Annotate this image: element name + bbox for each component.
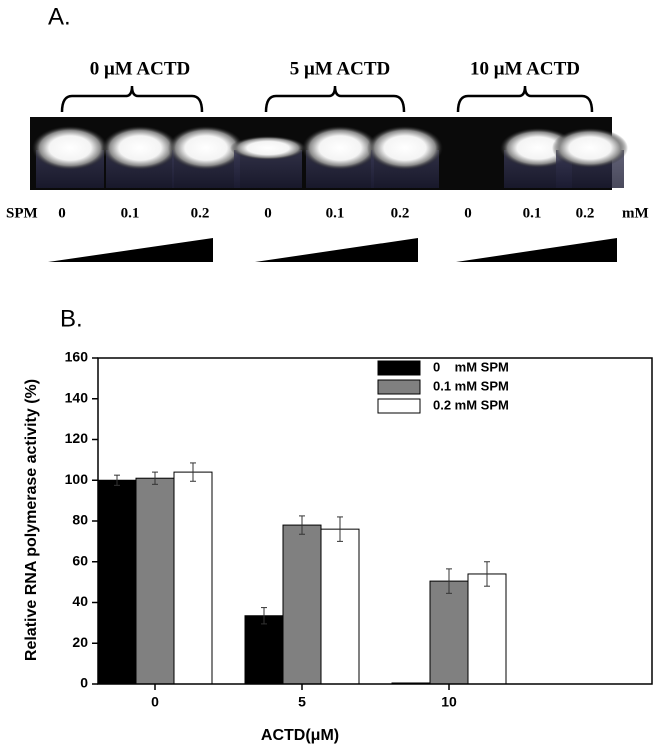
- lane-label: 0: [58, 205, 66, 221]
- legend-label: 0.2 mM SPM: [433, 397, 509, 412]
- panel-b-label: B.: [60, 305, 83, 332]
- gradient-triangle: [48, 238, 213, 262]
- lane-label: 0.2: [191, 205, 210, 221]
- lane-label: 0.1: [326, 205, 345, 221]
- bar: [97, 479, 137, 685]
- bar: [282, 524, 322, 685]
- y-tick-label: 160: [65, 349, 89, 365]
- bar: [467, 573, 507, 685]
- group-label: 0 μM ACTD: [90, 58, 191, 79]
- error-bar: [446, 568, 452, 594]
- y-tick-label: 100: [65, 471, 89, 487]
- y-tick-label: 20: [72, 634, 88, 650]
- gel-band: [230, 136, 306, 160]
- y-axis-label: Relative RNA polymerase activity (%): [23, 379, 40, 661]
- legend-label: 0 mM SPM: [433, 359, 509, 374]
- plot-frame: [97, 357, 653, 685]
- y-tick-label: 80: [72, 512, 88, 528]
- gel-band: [102, 126, 178, 170]
- brace: [456, 85, 594, 113]
- y-tick-label: 120: [65, 430, 89, 446]
- y-tick-label: 140: [65, 389, 89, 405]
- brace: [264, 85, 406, 113]
- gradient-triangle: [255, 238, 418, 262]
- brace: [60, 85, 204, 113]
- gel-band: [302, 126, 378, 170]
- error-bar: [484, 561, 490, 587]
- gel-band: [168, 126, 244, 170]
- error-bar: [190, 462, 196, 482]
- error-bar: [114, 474, 120, 486]
- lane-label: 0.1: [523, 205, 542, 221]
- error-bar: [337, 516, 343, 542]
- gel-band: [552, 128, 628, 168]
- x-axis-label: ACTD(μM): [261, 727, 339, 744]
- bar: [429, 580, 469, 685]
- bar: [135, 477, 175, 685]
- error-bar: [261, 607, 267, 625]
- legend-swatch: [377, 398, 421, 414]
- y-tick-label: 40: [72, 593, 88, 609]
- row-label: SPM: [6, 205, 38, 221]
- lane-label: 0: [464, 205, 472, 221]
- legend-swatch: [377, 360, 421, 376]
- gel-band: [367, 126, 443, 170]
- bar: [244, 615, 284, 685]
- x-tick-label: 5: [298, 694, 306, 710]
- lane-label: 0.1: [121, 205, 140, 221]
- legend-label: 0.1 mM SPM: [433, 378, 509, 393]
- y-tick-label: 60: [72, 552, 88, 568]
- panel-a-label: A.: [48, 3, 71, 30]
- group-label: 5 μM ACTD: [290, 58, 391, 79]
- lane-label: 0.2: [576, 205, 595, 221]
- bar: [320, 528, 360, 685]
- gel-image: [30, 117, 628, 190]
- lane-label: 0.2: [391, 205, 410, 221]
- y-tick-label: 0: [80, 675, 88, 691]
- x-tick-label: 0: [151, 694, 159, 710]
- error-bar: [299, 515, 305, 535]
- lane-label: 0: [264, 205, 272, 221]
- group-label: 10 μM ACTD: [470, 58, 580, 79]
- unit-label: mM: [622, 205, 649, 221]
- x-tick-label: 10: [441, 694, 457, 710]
- legend-swatch: [377, 379, 421, 395]
- gel-band: [32, 126, 108, 170]
- bar: [173, 471, 213, 685]
- gradient-triangle: [456, 238, 617, 262]
- error-bar: [152, 471, 158, 485]
